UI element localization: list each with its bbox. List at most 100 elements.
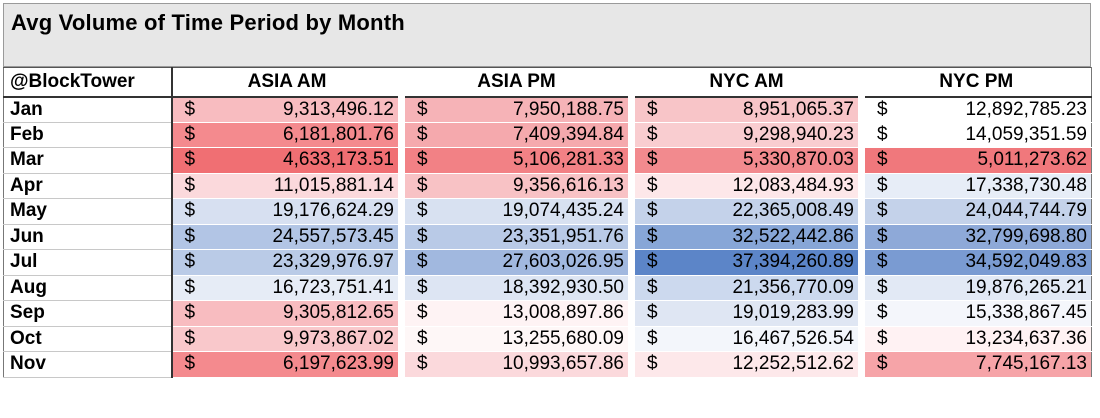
value-cell[interactable]: $9,973,867.02 bbox=[171, 326, 405, 352]
value-cell[interactable]: $22,365,008.49 bbox=[631, 198, 865, 225]
volume-table: @BlockTower ASIA AM ASIA PM NYC AM NYC P… bbox=[3, 67, 1092, 378]
table-row: Mar $4,633,173.51 $5,106,281.33 $5,330,870.… bbox=[3, 147, 1092, 174]
value-cell[interactable]: $13,234,637.36 bbox=[861, 326, 1092, 352]
month-cell[interactable]: Jun bbox=[3, 224, 173, 250]
value-cell-content: $12,252,512.62 bbox=[635, 352, 858, 377]
month-cell[interactable]: Sep bbox=[3, 300, 173, 327]
currency-symbol: $ bbox=[877, 174, 888, 196]
currency-symbol: $ bbox=[417, 98, 428, 120]
value-cell[interactable]: $7,409,394.84 bbox=[401, 122, 635, 148]
currency-symbol: $ bbox=[877, 327, 888, 349]
currency-symbol: $ bbox=[417, 251, 428, 273]
value-cell[interactable]: $7,950,188.75 bbox=[401, 96, 635, 123]
value-cell-content: $9,298,940.23 bbox=[635, 123, 858, 148]
value-cell[interactable]: $5,330,870.03 bbox=[631, 147, 865, 174]
value-cell-content: $13,255,680.09 bbox=[405, 327, 628, 352]
value-cell[interactable]: $6,197,623.99 bbox=[171, 351, 405, 378]
value-cell[interactable]: $4,633,173.51 bbox=[171, 147, 405, 174]
month-cell[interactable]: Jul bbox=[3, 249, 173, 276]
currency-symbol: $ bbox=[877, 251, 888, 273]
month-cell[interactable]: Oct bbox=[3, 326, 173, 352]
currency-symbol: $ bbox=[417, 225, 428, 247]
amount-value: 19,876,265.21 bbox=[965, 276, 1087, 298]
currency-symbol: $ bbox=[184, 327, 196, 349]
amount-value: 18,392,930.50 bbox=[502, 276, 624, 298]
value-cell[interactable]: $19,074,435.24 bbox=[401, 198, 635, 225]
amount-value: 27,603,026.95 bbox=[502, 251, 624, 273]
column-header-nyc-am[interactable]: NYC AM bbox=[631, 67, 862, 98]
value-cell[interactable]: $19,019,283.99 bbox=[631, 300, 865, 327]
column-header-asia-am[interactable]: ASIA AM bbox=[171, 67, 402, 98]
value-cell[interactable]: $11,015,881.14 bbox=[171, 173, 405, 199]
value-cell[interactable]: $32,522,442.86 bbox=[631, 224, 865, 250]
value-cell[interactable]: $15,338,867.45 bbox=[861, 300, 1092, 327]
value-cell[interactable]: $7,745,167.13 bbox=[861, 351, 1092, 378]
value-cell[interactable]: $8,951,065.37 bbox=[631, 96, 865, 123]
value-cell-content: $6,197,623.99 bbox=[173, 352, 399, 377]
value-cell[interactable]: $5,011,273.62 bbox=[861, 147, 1092, 174]
currency-symbol: $ bbox=[647, 276, 658, 298]
page-title: Avg Volume of Time Period by Month bbox=[11, 10, 405, 35]
amount-value: 32,522,442.86 bbox=[732, 225, 854, 247]
month-cell[interactable]: Mar bbox=[3, 147, 173, 174]
value-cell[interactable]: $32,799,698.80 bbox=[861, 224, 1092, 250]
value-cell-content: $13,008,897.86 bbox=[405, 301, 628, 326]
currency-symbol: $ bbox=[184, 98, 196, 120]
value-cell[interactable]: $12,252,512.62 bbox=[631, 351, 865, 378]
value-cell[interactable]: $9,313,496.12 bbox=[171, 96, 405, 123]
amount-value: 5,011,273.62 bbox=[977, 149, 1087, 171]
table-row: Jul $23,329,976.97 $27,603,026.95 $37,394,2… bbox=[3, 249, 1092, 276]
amount-value: 37,394,260.89 bbox=[732, 251, 854, 273]
currency-symbol: $ bbox=[647, 225, 658, 247]
value-cell[interactable]: $13,008,897.86 bbox=[401, 300, 635, 327]
value-cell[interactable]: $9,298,940.23 bbox=[631, 122, 865, 148]
value-cell[interactable]: $24,044,744.79 bbox=[861, 198, 1092, 225]
value-cell[interactable]: $9,305,812.65 bbox=[171, 300, 405, 327]
currency-symbol: $ bbox=[417, 174, 428, 196]
table-row: Apr $11,015,881.14 $9,356,616.13 $12,083,48… bbox=[3, 173, 1092, 199]
value-cell-content: $9,313,496.12 bbox=[173, 98, 399, 122]
amount-value: 16,723,751.41 bbox=[272, 276, 394, 298]
value-cell[interactable]: $18,392,930.50 bbox=[401, 275, 635, 301]
value-cell[interactable]: $6,181,801.76 bbox=[171, 122, 405, 148]
month-cell[interactable]: Jan bbox=[3, 96, 173, 123]
value-cell[interactable]: $27,603,026.95 bbox=[401, 249, 635, 276]
value-cell[interactable]: $9,356,616.13 bbox=[401, 173, 635, 199]
value-cell[interactable]: $23,329,976.97 bbox=[171, 249, 405, 276]
value-cell-content: $19,876,265.21 bbox=[865, 276, 1091, 301]
value-cell[interactable]: $17,338,730.48 bbox=[861, 173, 1092, 199]
value-cell[interactable]: $5,106,281.33 bbox=[401, 147, 635, 174]
value-cell[interactable]: $12,892,785.23 bbox=[861, 96, 1092, 123]
value-cell[interactable]: $16,723,751.41 bbox=[171, 275, 405, 301]
month-cell[interactable]: Apr bbox=[3, 173, 173, 199]
handle-header-cell[interactable]: @BlockTower bbox=[3, 67, 173, 98]
value-cell-content: $32,799,698.80 bbox=[865, 225, 1091, 250]
value-cell[interactable]: $24,557,573.45 bbox=[171, 224, 405, 250]
value-cell[interactable]: $14,059,351.59 bbox=[861, 122, 1092, 148]
value-cell[interactable]: $13,255,680.09 bbox=[401, 326, 635, 352]
column-header-nyc-pm[interactable]: NYC PM bbox=[861, 67, 1092, 98]
value-cell[interactable]: $16,467,526.54 bbox=[631, 326, 865, 352]
value-cell[interactable]: $37,394,260.89 bbox=[631, 249, 865, 276]
currency-symbol: $ bbox=[877, 149, 888, 171]
value-cell-content: $13,234,637.36 bbox=[865, 327, 1091, 352]
column-header-asia-pm[interactable]: ASIA PM bbox=[401, 67, 632, 98]
month-cell[interactable]: Nov bbox=[3, 351, 173, 378]
value-cell[interactable]: $34,592,049.83 bbox=[861, 249, 1092, 276]
month-cell[interactable]: Aug bbox=[3, 275, 173, 301]
title-cell[interactable]: Avg Volume of Time Period by Month bbox=[3, 3, 1091, 67]
month-cell[interactable]: Feb bbox=[3, 122, 173, 148]
amount-value: 34,592,049.83 bbox=[965, 251, 1087, 273]
currency-symbol: $ bbox=[417, 123, 428, 145]
month-cell[interactable]: May bbox=[3, 198, 173, 225]
value-cell[interactable]: $10,993,657.86 bbox=[401, 351, 635, 378]
amount-value: 12,892,785.23 bbox=[965, 98, 1087, 120]
value-cell-content: $19,074,435.24 bbox=[405, 199, 628, 224]
value-cell[interactable]: $23,351,951.76 bbox=[401, 224, 635, 250]
table-row: Nov $6,197,623.99 $10,993,657.86 $12,252,51… bbox=[3, 351, 1092, 378]
value-cell[interactable]: $19,176,624.29 bbox=[171, 198, 405, 225]
value-cell[interactable]: $21,356,770.09 bbox=[631, 275, 865, 301]
value-cell[interactable]: $19,876,265.21 bbox=[861, 275, 1092, 301]
value-cell[interactable]: $12,083,484.93 bbox=[631, 173, 865, 199]
table-row: Aug $16,723,751.41 $18,392,930.50 $21,356,7… bbox=[3, 275, 1092, 301]
